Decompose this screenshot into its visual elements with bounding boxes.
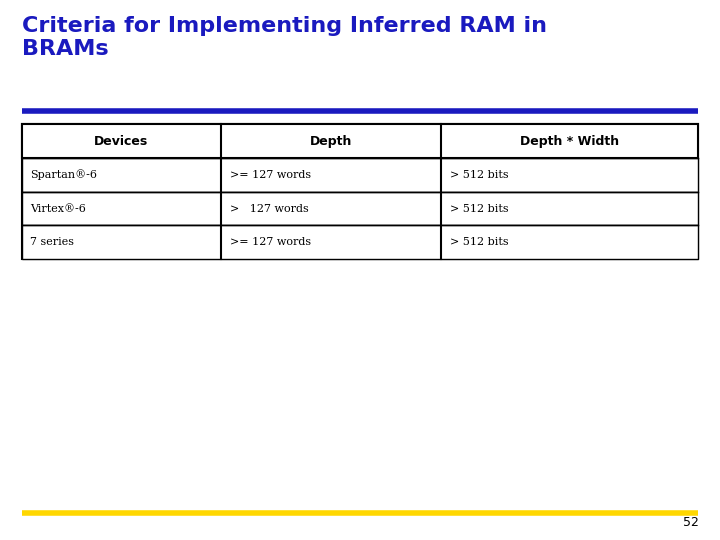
- Text: Depth: Depth: [310, 134, 352, 147]
- Text: > 512 bits: > 512 bits: [450, 237, 508, 247]
- Text: Virtex®-6: Virtex®-6: [30, 204, 86, 214]
- Text: >= 127 words: >= 127 words: [230, 170, 311, 180]
- Text: > 512 bits: > 512 bits: [450, 170, 508, 180]
- FancyBboxPatch shape: [22, 124, 698, 259]
- Text: Spartan®-6: Spartan®-6: [30, 170, 97, 180]
- Text: Devices: Devices: [94, 134, 148, 147]
- Text: Depth * Width: Depth * Width: [521, 134, 619, 147]
- Text: >= 127 words: >= 127 words: [230, 237, 311, 247]
- FancyBboxPatch shape: [22, 192, 698, 226]
- FancyBboxPatch shape: [22, 226, 698, 259]
- Text: 52: 52: [683, 516, 698, 529]
- FancyBboxPatch shape: [22, 158, 698, 192]
- Text: Criteria for Implementing Inferred RAM in
BRAMs: Criteria for Implementing Inferred RAM i…: [22, 16, 546, 59]
- Text: 7 series: 7 series: [30, 237, 74, 247]
- Text: >   127 words: > 127 words: [230, 204, 309, 214]
- Text: > 512 bits: > 512 bits: [450, 204, 508, 214]
- FancyBboxPatch shape: [22, 124, 698, 158]
